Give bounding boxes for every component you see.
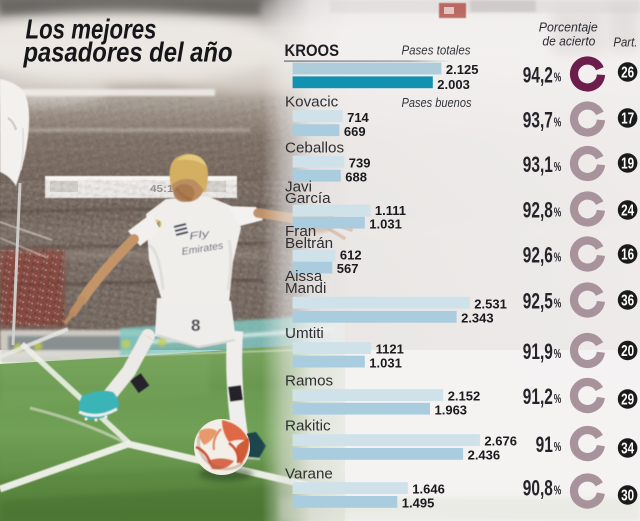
svg-text:29: 29 — [621, 391, 634, 408]
svg-text:34: 34 — [621, 440, 634, 457]
svg-text:de acierto: de acierto — [542, 34, 595, 49]
svg-text:739: 739 — [349, 156, 371, 171]
svg-text:%: % — [554, 346, 562, 361]
svg-text:91,2: 91,2 — [523, 384, 553, 409]
svg-text:19: 19 — [621, 155, 634, 172]
svg-text:94,2: 94,2 — [523, 63, 553, 88]
svg-text:Los mejores: Los mejores — [26, 14, 157, 45]
svg-text:24: 24 — [621, 202, 634, 219]
svg-text:1.031: 1.031 — [369, 356, 402, 371]
svg-text:2.125: 2.125 — [446, 62, 479, 77]
svg-text:8: 8 — [191, 316, 200, 335]
svg-text:Mandi: Mandi — [285, 280, 326, 297]
svg-text:%: % — [554, 439, 562, 454]
svg-text:%: % — [554, 249, 562, 264]
svg-text:Pases buenos: Pases buenos — [402, 95, 472, 110]
svg-text:1121: 1121 — [376, 342, 404, 357]
svg-text:Fran: Fran — [285, 223, 316, 240]
svg-text:2.676: 2.676 — [484, 434, 517, 449]
svg-text:93,7: 93,7 — [523, 108, 553, 133]
svg-text:91: 91 — [536, 432, 553, 457]
svg-text:2.343: 2.343 — [461, 311, 494, 326]
svg-text:Beltrán: Beltrán — [285, 235, 333, 252]
svg-text:567: 567 — [337, 261, 359, 276]
svg-text:714: 714 — [347, 110, 369, 125]
svg-text:2.152: 2.152 — [448, 389, 481, 404]
svg-text:1.495: 1.495 — [402, 496, 435, 511]
svg-text:16: 16 — [621, 246, 634, 263]
svg-text:Part.: Part. — [613, 35, 637, 50]
svg-text:612: 612 — [340, 248, 362, 263]
svg-text:Ramos: Ramos — [285, 373, 334, 390]
svg-text:26: 26 — [621, 64, 634, 81]
svg-text:%: % — [554, 391, 562, 406]
svg-text:91,9: 91,9 — [523, 339, 553, 364]
svg-text:%: % — [554, 482, 562, 497]
svg-text:92,5: 92,5 — [523, 289, 553, 314]
svg-text:2.003: 2.003 — [437, 77, 470, 92]
svg-text:Rakitic: Rakitic — [285, 418, 331, 435]
svg-text:1.646: 1.646 — [412, 482, 445, 497]
svg-text:2.436: 2.436 — [468, 448, 501, 463]
svg-text:%: % — [554, 295, 562, 310]
svg-text:%: % — [554, 114, 562, 129]
svg-text:KROOS: KROOS — [285, 41, 340, 60]
svg-text:30: 30 — [621, 487, 634, 504]
svg-text:%: % — [554, 204, 562, 219]
svg-text:92,6: 92,6 — [523, 243, 553, 268]
svg-text:688: 688 — [345, 170, 367, 185]
svg-text:20: 20 — [621, 343, 634, 360]
svg-text:Kovacic: Kovacic — [285, 94, 339, 111]
svg-text:García: García — [285, 190, 331, 207]
svg-text:Fly: Fly — [189, 228, 212, 242]
svg-text:Ceballos: Ceballos — [285, 140, 345, 157]
svg-text:1.963: 1.963 — [435, 403, 468, 418]
svg-text:Varane: Varane — [285, 466, 333, 483]
svg-text:pasadores del año: pasadores del año — [23, 37, 233, 68]
svg-text:1.111: 1.111 — [375, 203, 406, 218]
svg-text:90,8: 90,8 — [523, 476, 553, 501]
svg-text:Aissa: Aissa — [285, 268, 323, 285]
svg-text:92,8: 92,8 — [523, 198, 553, 223]
svg-text:36: 36 — [621, 292, 634, 309]
svg-text:2.531: 2.531 — [474, 297, 507, 312]
svg-text:%: % — [554, 69, 562, 84]
svg-text:Umtiti: Umtiti — [285, 325, 324, 342]
svg-text:%: % — [554, 159, 562, 174]
svg-text:669: 669 — [344, 124, 366, 139]
svg-text:Porcentaje: Porcentaje — [539, 20, 598, 35]
svg-text:1.031: 1.031 — [369, 217, 402, 232]
svg-text:Javi: Javi — [285, 179, 312, 196]
svg-text:Pases totales: Pases totales — [402, 43, 471, 58]
svg-text:93,1: 93,1 — [523, 152, 553, 177]
svg-text:17: 17 — [621, 110, 634, 127]
